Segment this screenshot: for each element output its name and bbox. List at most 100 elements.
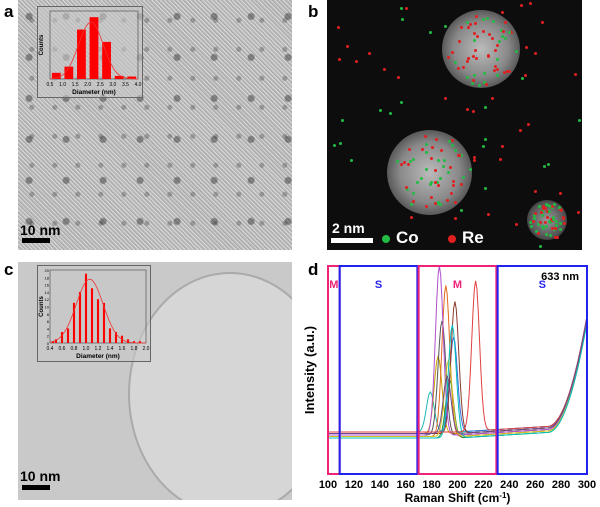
y-axis-label: Counts xyxy=(39,34,45,55)
co-atom-dot xyxy=(548,205,552,209)
re-atom-dot xyxy=(496,68,500,72)
co-atom-dot xyxy=(540,214,544,218)
re-atom-dot xyxy=(474,56,478,60)
co-atom-dot xyxy=(405,187,409,191)
re-atom-dot xyxy=(405,7,409,11)
histogram-bar xyxy=(64,66,74,79)
re-atom-dot xyxy=(553,236,557,240)
re-atom-dot xyxy=(541,21,545,25)
re-atom-dot xyxy=(458,153,462,157)
co-atom-dot xyxy=(548,220,552,224)
re-atom-dot xyxy=(449,191,453,195)
co-atom-dot xyxy=(557,206,561,209)
re-atom-dot xyxy=(534,190,538,194)
co-atom-dot xyxy=(466,20,470,24)
histogram-bar xyxy=(132,341,136,343)
co-atom-dot xyxy=(497,39,501,43)
re-atom-dot xyxy=(457,40,461,44)
co-atom-dot xyxy=(484,187,488,191)
re-atom-dot xyxy=(500,11,504,15)
re-atom-dot xyxy=(482,30,486,34)
re-atom-dot xyxy=(545,216,549,220)
gaussian-fit-curve xyxy=(49,278,147,344)
co-atom-dot xyxy=(439,176,443,180)
raman-spectrum-line xyxy=(328,317,588,434)
histogram-bar xyxy=(126,339,130,343)
co-atom-dot xyxy=(529,224,533,228)
co-atom-dot xyxy=(540,224,544,228)
re-atom-dot xyxy=(402,161,406,165)
re-atom-dot xyxy=(424,134,428,138)
co-atom-dot xyxy=(332,144,336,148)
re-atom-dot xyxy=(550,205,554,209)
re-atom-dot xyxy=(523,74,527,78)
co-atom-dot xyxy=(478,83,482,87)
re-atom-dot xyxy=(504,21,508,25)
re-atom-dot xyxy=(440,148,444,152)
re-atom-dot xyxy=(494,49,498,53)
re-atom-dot xyxy=(474,21,478,25)
re-atom-dot xyxy=(405,186,409,190)
co-atom-dot xyxy=(537,222,541,226)
re-atom-dot xyxy=(345,45,349,49)
co-atom-dot xyxy=(466,75,470,79)
x-tick-label: 0.8 xyxy=(71,346,78,352)
y-tick-label: 0 xyxy=(47,341,50,346)
x-tick-label: 1.2 xyxy=(95,346,102,352)
co-atom-dot xyxy=(412,158,416,162)
raman-spectrum-line xyxy=(328,265,588,436)
co-atom-dot xyxy=(558,227,562,231)
co-atom-dot xyxy=(410,203,414,207)
re-atom-dot xyxy=(562,216,566,220)
re-atom-dot xyxy=(476,34,480,38)
scale-bar-b xyxy=(331,238,373,243)
re-atom-dot xyxy=(472,32,476,36)
x-tick-label: 120 xyxy=(345,479,363,491)
x-tick-label: 240 xyxy=(500,479,518,491)
co-atom-dot xyxy=(350,158,354,162)
region-label: S xyxy=(539,279,546,291)
re-atom-dot xyxy=(491,97,495,101)
co-atom-dot xyxy=(483,105,487,109)
re-atom-dot xyxy=(501,145,505,149)
re-atom-dot xyxy=(433,202,437,206)
re-atom-dot xyxy=(487,32,491,36)
histogram-bar xyxy=(90,288,94,343)
region-box xyxy=(338,265,419,475)
re-atom-dot xyxy=(505,69,509,73)
re-atom-dot xyxy=(555,236,559,240)
co-atom-dot xyxy=(551,217,555,221)
co-atom-dot xyxy=(499,29,503,33)
re-atom-dot xyxy=(539,210,543,214)
co-atom-dot xyxy=(430,181,434,185)
re-atom-dot xyxy=(486,54,490,58)
re-atom-dot xyxy=(411,200,415,204)
re-atom-dot xyxy=(554,226,558,230)
re-atom-dot xyxy=(436,183,440,187)
co-atom-dot xyxy=(534,230,538,234)
re-atom-dot xyxy=(336,25,340,29)
co-atom-dot xyxy=(547,163,551,167)
co-atom-dot xyxy=(437,158,441,162)
re-atom-dot xyxy=(545,209,549,213)
co-atom-dot xyxy=(400,7,404,11)
co-atom-dot xyxy=(553,203,557,207)
co-atom-dot xyxy=(491,20,495,24)
gaussian-fit-curve xyxy=(49,21,139,80)
histogram-bar xyxy=(54,339,58,343)
re-atom-dot xyxy=(536,231,540,235)
x-tick-label: 1.5 xyxy=(72,82,79,88)
re-atom-dot xyxy=(383,68,387,72)
wavelength-annotation: 633 nm xyxy=(541,271,579,283)
raman-spectrum-line xyxy=(328,280,588,433)
re-atom-dot xyxy=(508,70,512,74)
re-atom-dot xyxy=(451,51,455,55)
re-atom-dot xyxy=(434,169,438,173)
re-dot-icon xyxy=(448,235,456,243)
scale-label-a: 10 nm xyxy=(20,222,61,238)
scale-label-c: 10 nm xyxy=(20,468,61,484)
legend-re: Re xyxy=(448,228,484,248)
co-atom-dot xyxy=(481,144,485,148)
x-tick-label: 2.5 xyxy=(97,82,104,88)
x-tick-label: 2.0 xyxy=(143,346,150,352)
